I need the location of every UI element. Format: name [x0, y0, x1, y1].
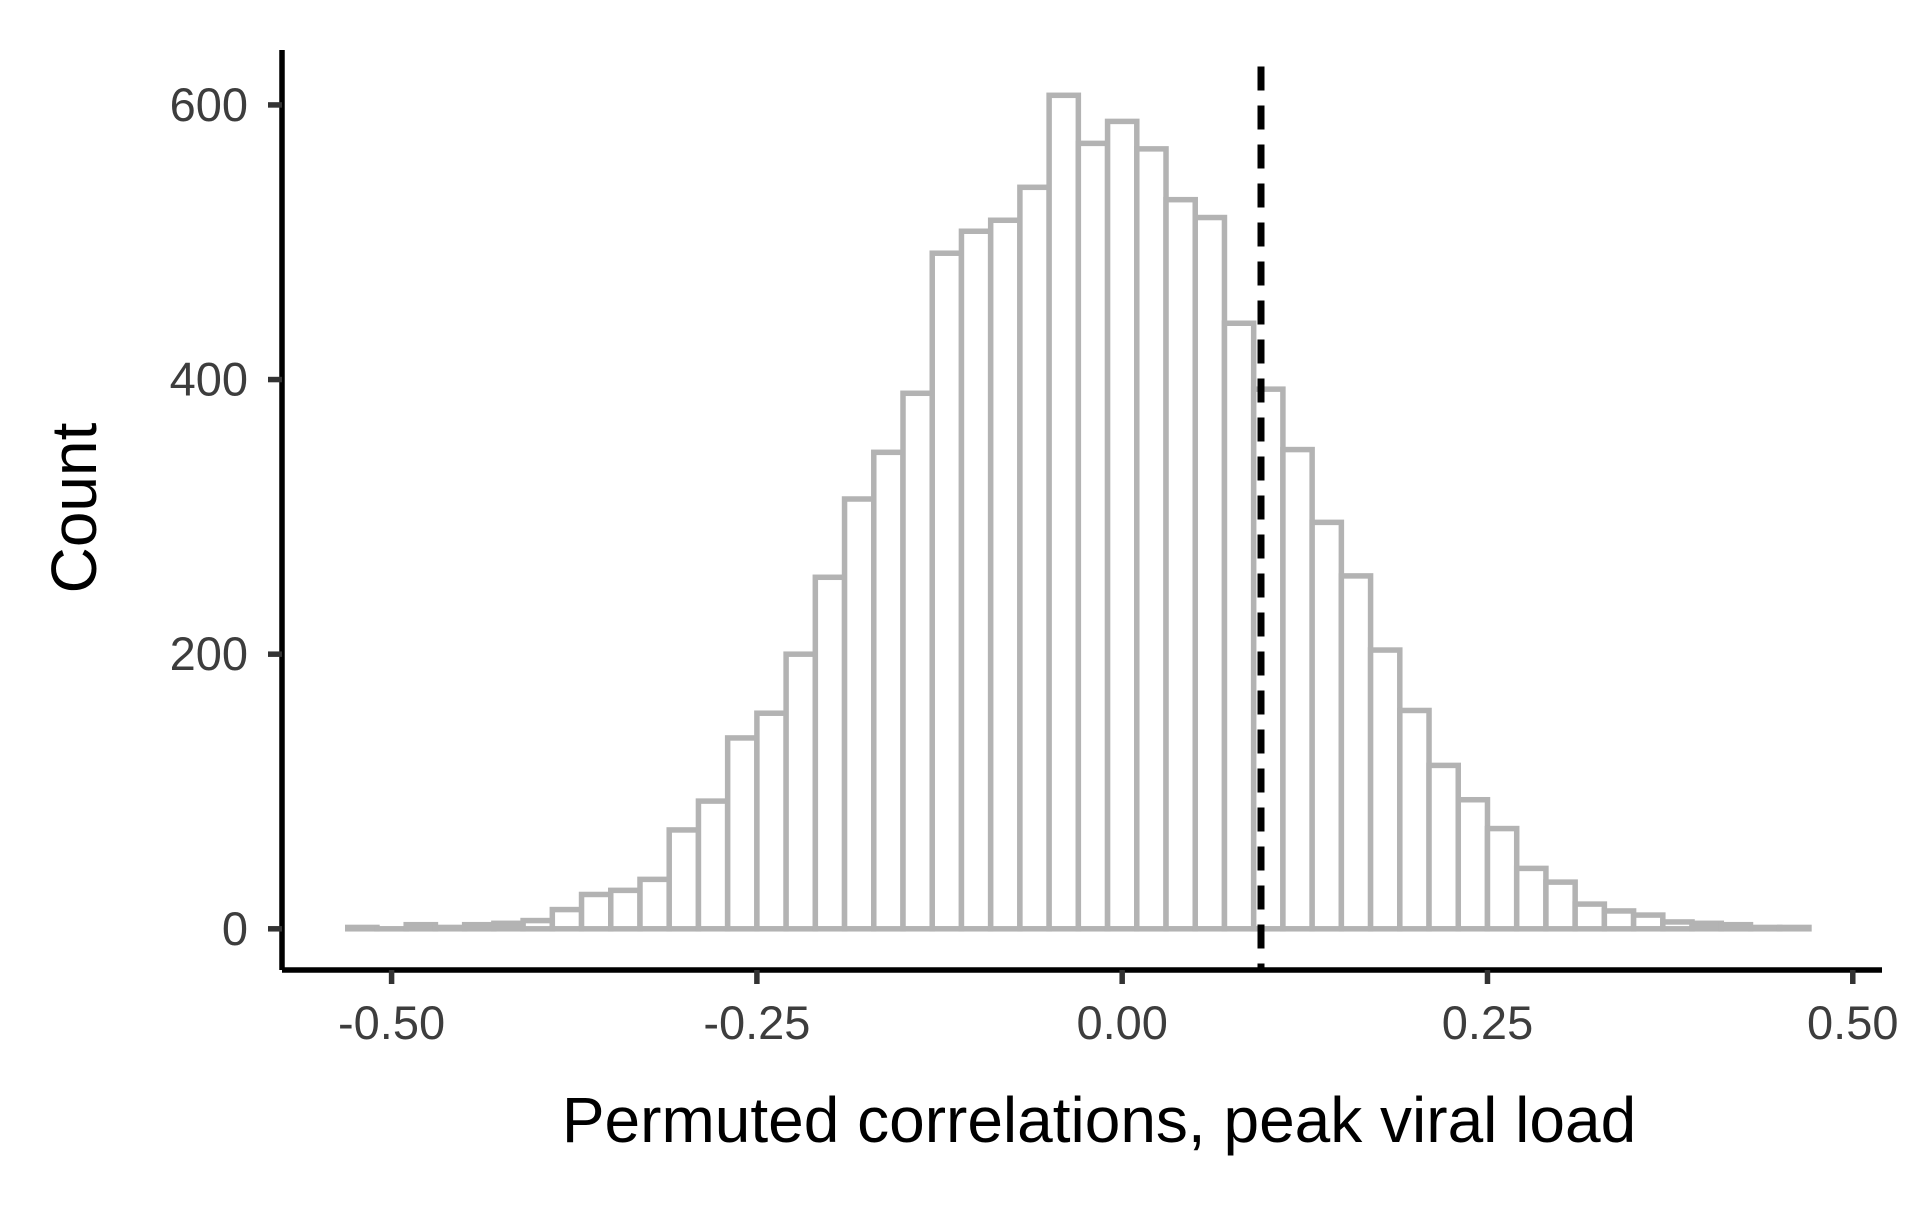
histogram-bars	[348, 95, 1809, 929]
histogram-bar	[991, 220, 1020, 929]
histogram-bar	[1780, 927, 1809, 928]
x-axis-title: Permuted correlations, peak viral load	[562, 1084, 1636, 1156]
y-tick-label: 200	[170, 627, 248, 680]
histogram-bar	[640, 879, 669, 928]
histogram-bar	[582, 894, 611, 928]
histogram-bar	[1429, 765, 1458, 928]
histogram-bar	[1020, 187, 1049, 928]
histogram-bar	[435, 927, 464, 928]
histogram-bar	[669, 830, 698, 929]
histogram-bar	[1283, 450, 1312, 929]
histogram-bar	[1721, 925, 1750, 929]
histogram-bar	[1108, 121, 1137, 928]
histogram-bar	[874, 452, 903, 928]
histogram-bar	[1166, 200, 1195, 929]
histogram-bar	[1078, 143, 1107, 928]
histogram-bar	[1137, 149, 1166, 929]
histogram-bar	[757, 713, 786, 929]
histogram-bar	[1458, 800, 1487, 929]
histogram-bar	[1692, 923, 1721, 928]
histogram-bar	[786, 654, 815, 929]
histogram-bar	[1604, 911, 1633, 929]
histogram-bar	[552, 910, 581, 929]
histogram-bar	[1312, 522, 1341, 928]
y-axis-title: Count	[38, 422, 110, 593]
histogram-bar	[348, 927, 377, 928]
y-tick-label: 400	[170, 353, 248, 406]
histogram-bar	[728, 738, 757, 929]
histogram-bar	[903, 393, 932, 929]
histogram-bar	[1517, 868, 1546, 928]
histogram-bar	[465, 925, 494, 929]
histogram-bar	[1487, 829, 1516, 929]
histogram-bar	[698, 801, 727, 929]
histogram-bar	[1400, 710, 1429, 928]
histogram-bar	[1224, 323, 1253, 929]
x-tick-label: 0.00	[1076, 996, 1167, 1049]
histogram-bar	[1049, 95, 1078, 928]
histogram-bar	[961, 231, 990, 929]
histogram-bar	[494, 923, 523, 928]
histogram-bar	[1663, 922, 1692, 929]
histogram-bar	[611, 890, 640, 928]
x-tick-label: -0.50	[338, 996, 445, 1049]
histogram-bar	[406, 925, 435, 929]
y-tick-label: 600	[170, 78, 248, 131]
histogram-bar	[815, 577, 844, 929]
histogram-bar	[1341, 576, 1370, 929]
histogram-bar	[1546, 882, 1575, 929]
histogram-bar	[1195, 218, 1224, 929]
x-tick-label: 0.25	[1442, 996, 1533, 1049]
x-tick-label: -0.25	[703, 996, 810, 1049]
histogram-bar	[1634, 915, 1663, 929]
histogram-bar	[523, 921, 552, 929]
histogram-bar	[1371, 650, 1400, 929]
histogram-bar	[932, 253, 961, 929]
y-tick-label: 0	[222, 902, 248, 955]
histogram-bar	[1575, 904, 1604, 929]
histogram-bar	[845, 499, 874, 929]
x-tick-label: 0.50	[1807, 996, 1898, 1049]
histogram-bar	[1750, 927, 1779, 928]
